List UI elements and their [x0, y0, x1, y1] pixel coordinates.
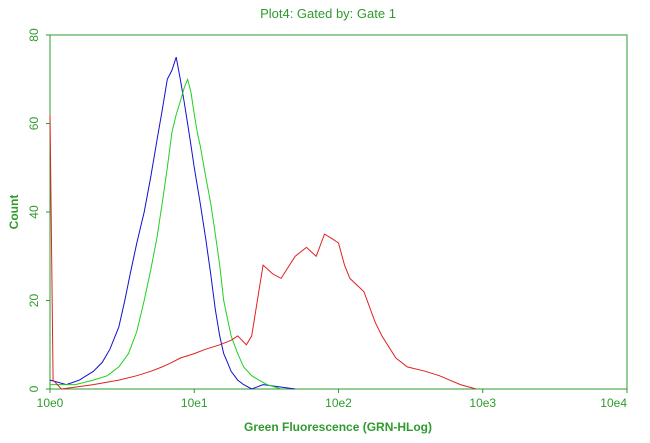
- x-tick-label: 10e2: [325, 396, 352, 410]
- series-line-3: [49, 114, 477, 390]
- y-axis-label: Count: [7, 195, 21, 230]
- x-tick-label: 10e1: [181, 396, 208, 410]
- y-tick-label: 60: [27, 117, 41, 131]
- y-tick-label: 0: [27, 385, 41, 392]
- y-tick-label: 20: [27, 294, 41, 308]
- plot-frame: [49, 34, 628, 390]
- y-tick-label: 80: [27, 28, 41, 42]
- x-tick-label: 10e4: [600, 396, 627, 410]
- x-tick-label: 10e3: [469, 396, 496, 410]
- y-axis-ticks: 0 20 40 60 80: [27, 28, 50, 392]
- x-axis-label: Green Fluorescence (GRN-HLog): [244, 420, 432, 434]
- series-line-2: [50, 77, 282, 390]
- x-tick-label: 10e0: [37, 396, 64, 410]
- y-tick-label: 40: [27, 205, 41, 219]
- series-line-1: [49, 56, 296, 390]
- x-axis-ticks: 10e0 10e1 10e2 10e3 10e4: [37, 389, 628, 410]
- chart-title: Plot4: Gated by: Gate 1: [260, 6, 396, 21]
- series-layer: [49, 56, 477, 390]
